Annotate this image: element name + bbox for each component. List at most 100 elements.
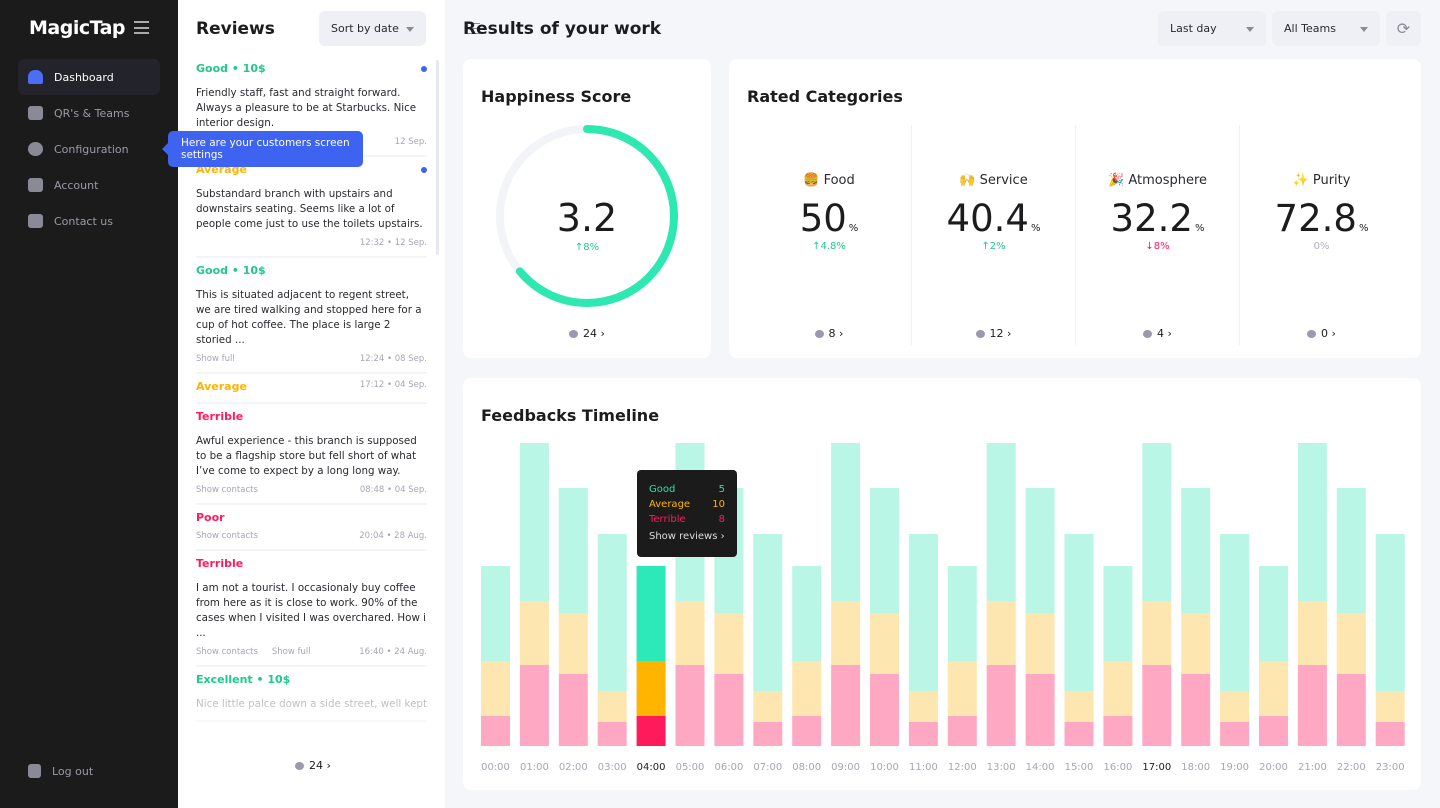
bar-average-17:00[interactable]: [1142, 601, 1172, 665]
review-item[interactable]: Poor Show contacts 20:04 • 28 Aug.: [196, 505, 427, 551]
sidebar-item-account[interactable]: Account: [18, 167, 160, 203]
bar-good-11:00[interactable]: [908, 534, 938, 691]
review-item[interactable]: Terrible I am not a tourist. I occasional…: [196, 551, 427, 667]
bar-average-02:00[interactable]: [558, 613, 588, 674]
happiness-reviews-link[interactable]: 24 ›: [463, 327, 711, 340]
reviews-scrollbar[interactable]: [436, 60, 439, 255]
bar-good-23:00[interactable]: [1375, 534, 1405, 691]
review-action-link[interactable]: Show contacts: [196, 647, 258, 657]
bar-terrible-11:00[interactable]: [908, 722, 938, 746]
menu-icon[interactable]: [134, 21, 149, 34]
bar-average-23:00[interactable]: [1375, 691, 1405, 722]
bar-terrible-19:00[interactable]: [1220, 722, 1250, 746]
bar-average-07:00[interactable]: [753, 691, 783, 722]
sort-select[interactable]: Sort by date: [319, 11, 426, 46]
bar-terrible-14:00[interactable]: [1025, 674, 1055, 746]
bar-average-13:00[interactable]: [986, 601, 1016, 665]
bar-terrible-03:00[interactable]: [597, 722, 627, 746]
bar-good-12:00[interactable]: [947, 566, 977, 661]
bar-good-01:00[interactable]: [519, 443, 549, 601]
sidebar-item-configuration[interactable]: Configuration: [18, 131, 160, 167]
bar-average-03:00[interactable]: [597, 691, 627, 722]
category-reviews-link[interactable]: 4 ›: [1076, 327, 1239, 340]
bar-good-09:00[interactable]: [831, 443, 861, 601]
bar-good-03:00[interactable]: [597, 534, 627, 691]
sidebar-item-dashboard[interactable]: Dashboard: [18, 59, 160, 95]
review-item[interactable]: Terrible Awful experience - this branch i…: [196, 404, 427, 505]
bar-average-12:00[interactable]: [947, 661, 977, 716]
period-select[interactable]: Last day: [1158, 11, 1266, 46]
review-item[interactable]: Average 17:12 • 04 Sep.: [196, 374, 427, 404]
logout-button[interactable]: Log out: [28, 764, 93, 778]
logo[interactable]: MagicTap: [29, 17, 126, 39]
bar-terrible-07:00[interactable]: [753, 722, 783, 746]
review-item[interactable]: Good • 10$ This is situated adjacent to r…: [196, 258, 427, 374]
bar-terrible-06:00[interactable]: [714, 674, 744, 746]
bar-average-01:00[interactable]: [519, 601, 549, 665]
bar-good-16:00[interactable]: [1103, 566, 1133, 661]
review-action-link[interactable]: Show contacts: [196, 485, 258, 495]
bar-average-10:00[interactable]: [870, 613, 899, 674]
refresh-button[interactable]: ⟳: [1386, 11, 1421, 46]
bar-good-08:00[interactable]: [792, 566, 822, 661]
bar-terrible-13:00[interactable]: [986, 665, 1016, 746]
bar-average-09:00[interactable]: [831, 601, 861, 665]
bar-good-21:00[interactable]: [1297, 443, 1327, 601]
bar-good-02:00[interactable]: [558, 488, 588, 613]
bar-average-06:00[interactable]: [714, 613, 744, 674]
bar-good-17:00[interactable]: [1142, 443, 1172, 601]
bar-average-05:00[interactable]: [675, 601, 705, 665]
bar-good-22:00[interactable]: [1336, 488, 1366, 613]
bar-terrible-18:00[interactable]: [1181, 674, 1211, 746]
bar-average-18:00[interactable]: [1181, 613, 1211, 674]
teams-select[interactable]: All Teams: [1272, 11, 1380, 46]
review-action-link[interactable]: Show full: [271, 647, 311, 657]
bar-good-13:00[interactable]: [986, 443, 1016, 601]
bar-average-11:00[interactable]: [908, 691, 938, 722]
bar-average-19:00[interactable]: [1220, 691, 1250, 722]
bar-average-04:00[interactable]: [636, 661, 666, 716]
review-item[interactable]: Average Substandard branch with upstairs …: [196, 157, 427, 258]
bar-average-22:00[interactable]: [1336, 613, 1366, 674]
bar-terrible-09:00[interactable]: [831, 665, 861, 746]
bar-terrible-05:00[interactable]: [675, 665, 705, 746]
bar-terrible-12:00[interactable]: [947, 716, 977, 746]
bar-good-15:00[interactable]: [1064, 534, 1094, 691]
category-reviews-link[interactable]: 12 ›: [912, 327, 1075, 340]
bar-average-08:00[interactable]: [792, 661, 822, 716]
bar-terrible-00:00[interactable]: [481, 716, 510, 746]
bar-terrible-22:00[interactable]: [1336, 674, 1366, 746]
review-action-link[interactable]: Show contacts: [196, 531, 258, 541]
bar-terrible-15:00[interactable]: [1064, 722, 1094, 746]
bar-good-14:00[interactable]: [1025, 488, 1055, 613]
bar-terrible-02:00[interactable]: [558, 674, 588, 746]
bar-terrible-21:00[interactable]: [1297, 665, 1327, 746]
bar-terrible-20:00[interactable]: [1259, 716, 1288, 746]
category-reviews-link[interactable]: 0 ›: [1240, 327, 1403, 340]
bar-terrible-08:00[interactable]: [792, 716, 822, 746]
bar-terrible-17:00[interactable]: [1142, 665, 1172, 746]
review-action-link[interactable]: Show full: [196, 354, 235, 364]
reviews-more-link[interactable]: 24 ›: [295, 759, 331, 772]
show-reviews-link[interactable]: Show reviews ›: [649, 531, 725, 542]
bar-terrible-23:00[interactable]: [1375, 722, 1405, 746]
bar-good-04:00[interactable]: [636, 566, 666, 661]
bar-average-00:00[interactable]: [481, 661, 510, 716]
bar-good-19:00[interactable]: [1220, 534, 1250, 691]
category-reviews-link[interactable]: 8 ›: [747, 327, 911, 340]
bar-good-00:00[interactable]: [481, 566, 510, 661]
bar-average-21:00[interactable]: [1297, 601, 1327, 665]
bar-good-18:00[interactable]: [1181, 488, 1211, 613]
bar-average-16:00[interactable]: [1103, 661, 1133, 716]
bar-terrible-01:00[interactable]: [519, 665, 549, 746]
bar-terrible-10:00[interactable]: [870, 674, 899, 746]
bar-good-20:00[interactable]: [1259, 566, 1288, 661]
bar-average-14:00[interactable]: [1025, 613, 1055, 674]
bar-average-15:00[interactable]: [1064, 691, 1094, 722]
filter-button[interactable]: [455, 11, 490, 46]
bar-good-07:00[interactable]: [753, 534, 783, 691]
bar-terrible-16:00[interactable]: [1103, 716, 1133, 746]
sidebar-item-contact[interactable]: Contact us: [18, 203, 160, 239]
bar-good-10:00[interactable]: [870, 488, 899, 613]
bar-average-20:00[interactable]: [1259, 661, 1288, 716]
